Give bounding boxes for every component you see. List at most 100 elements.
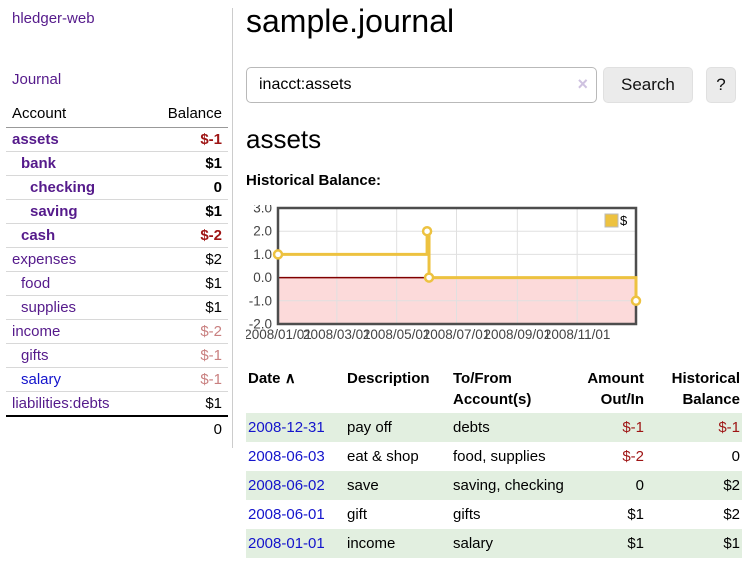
sidebar-item-journal[interactable]: Journal	[12, 71, 62, 88]
transaction-amount: $-2	[622, 448, 644, 465]
transaction-amount: 0	[635, 477, 644, 494]
register-header-row: Date ∧ Description To/From Account(s) Am…	[246, 365, 742, 413]
account-row: gifts $-1	[6, 343, 228, 368]
account-link[interactable]: checking	[30, 179, 96, 196]
help-button[interactable]: ?	[705, 67, 736, 103]
transaction-amount: $1	[627, 506, 644, 523]
account-balance: 0	[144, 175, 228, 200]
transaction-balance: $1	[723, 535, 740, 552]
clear-search-icon[interactable]: ×	[577, 74, 588, 94]
search-button[interactable]: Search	[603, 67, 693, 103]
transaction-description: gift	[347, 506, 368, 523]
transaction-amount: $-1	[622, 419, 644, 436]
account-link[interactable]: income	[12, 323, 61, 340]
transaction-date-link[interactable]: 2008-06-01	[248, 506, 325, 523]
register-header-balance: Historical Balance	[671, 370, 740, 408]
account-row: assets $-1	[6, 128, 228, 152]
search-input[interactable]	[246, 67, 597, 103]
transaction-description: income	[347, 535, 396, 552]
transaction-accounts: food, supplies	[453, 448, 546, 465]
account-balance: $-2	[144, 223, 228, 248]
account-link[interactable]: supplies	[21, 299, 77, 316]
accounts-table: Account Balance assets $-1 bank $1 check…	[6, 102, 228, 442]
account-balance: $-2	[144, 319, 228, 344]
account-row: bank $1	[6, 151, 228, 176]
account-balance: $2	[144, 247, 228, 272]
account-link[interactable]: salary	[21, 371, 62, 388]
register-row: 2008-06-03 eat & shop food, supplies $-2…	[246, 442, 742, 471]
register-row: 2008-06-02 save saving, checking 0 $2	[246, 471, 742, 500]
chart-label: Historical Balance:	[246, 172, 382, 189]
account-row: income $-2	[6, 319, 228, 344]
transaction-description: eat & shop	[347, 448, 419, 465]
transaction-date-link[interactable]: 2008-06-02	[248, 477, 325, 494]
account-row: salary $-1	[6, 367, 228, 392]
transaction-accounts: saving, checking	[453, 477, 564, 494]
register-header-accounts: To/From Account(s)	[453, 370, 532, 408]
sidebar: hledger-web Journal Account Balance asse…	[0, 0, 233, 448]
svg-text:0.0: 0.0	[253, 270, 272, 285]
account-link[interactable]: bank	[21, 155, 57, 172]
page-title: sample.journal	[246, 3, 455, 39]
svg-text:2008/03/01: 2008/03/01	[303, 327, 371, 342]
account-balance: $1	[144, 151, 228, 176]
transaction-balance: $-1	[718, 419, 740, 436]
transaction-accounts: debts	[453, 419, 490, 436]
account-balance: $1	[144, 295, 228, 320]
transaction-date-link[interactable]: 2008-01-01	[248, 535, 325, 552]
account-balance: $1	[144, 199, 228, 224]
account-link[interactable]: liabilities:debts	[12, 395, 110, 412]
register-header-amount: Amount Out/In	[587, 370, 644, 408]
brand-link[interactable]: hledger-web	[12, 10, 95, 27]
svg-text:$: $	[620, 213, 628, 228]
svg-text:1.0: 1.0	[253, 247, 272, 262]
register-row: 2008-12-31 pay off debts $-1 $-1	[246, 413, 742, 442]
account-link[interactable]: saving	[30, 203, 78, 220]
svg-text:2008/05/01: 2008/05/01	[363, 327, 431, 342]
transaction-accounts: gifts	[453, 506, 481, 523]
transaction-amount: $1	[627, 535, 644, 552]
account-balance: $-1	[144, 367, 228, 392]
svg-text:-1.0: -1.0	[249, 293, 272, 308]
account-row: expenses $2	[6, 247, 228, 272]
transaction-accounts: salary	[453, 535, 494, 552]
transaction-date-link[interactable]: 2008-12-31	[248, 419, 325, 436]
account-link[interactable]: expenses	[12, 251, 77, 268]
account-row: supplies $1	[6, 295, 228, 320]
transaction-description: save	[347, 477, 379, 494]
transaction-balance: $2	[723, 506, 740, 523]
account-balance: $-1	[200, 131, 222, 148]
accounts-total-value: 0	[144, 415, 228, 442]
account-row: checking 0	[6, 175, 228, 200]
svg-text:2.0: 2.0	[253, 224, 272, 239]
sort-ascending-icon: ∧	[284, 370, 296, 387]
account-balance: $1	[144, 271, 228, 296]
svg-text:2008/11/01: 2008/11/01	[544, 327, 611, 342]
transaction-balance: 0	[731, 448, 740, 465]
svg-text:2008/09/01: 2008/09/01	[484, 327, 552, 342]
account-link[interactable]: cash	[21, 227, 56, 244]
register-row: 2008-01-01 income salary $1 $1	[246, 529, 742, 558]
main-content: sample.journal × Search ? assets Histori…	[233, 0, 742, 558]
register-table: Date ∧ Description To/From Account(s) Am…	[246, 365, 742, 558]
account-balance: $-1	[144, 343, 228, 368]
svg-text:3.0: 3.0	[253, 205, 272, 216]
account-balance: $1	[144, 391, 228, 416]
register-header-date[interactable]: Date ∧	[248, 370, 296, 387]
account-link[interactable]: food	[21, 275, 51, 292]
transaction-date-link[interactable]: 2008-06-03	[248, 448, 325, 465]
account-link[interactable]: assets	[12, 131, 59, 148]
accounts-header-account: Account	[6, 102, 145, 128]
svg-text:2008/07/01: 2008/07/01	[423, 327, 491, 342]
account-heading: assets	[246, 124, 322, 154]
transaction-description: pay off	[347, 419, 392, 436]
account-row: food $1	[6, 271, 228, 296]
account-row: saving $1	[6, 199, 228, 224]
accounts-total-row: 0	[6, 415, 228, 442]
search-form: × Search ?	[246, 67, 736, 103]
account-row: liabilities:debts $1	[6, 391, 228, 416]
account-link[interactable]: gifts	[21, 347, 49, 364]
historical-balance-chart: $3.0 2.0 1.0 0.0 -1.0 -2.0 2008/01/01 2008/03/0…	[244, 201, 736, 345]
svg-text:-2.0: -2.0	[249, 317, 272, 332]
transaction-balance: $2	[723, 477, 740, 494]
